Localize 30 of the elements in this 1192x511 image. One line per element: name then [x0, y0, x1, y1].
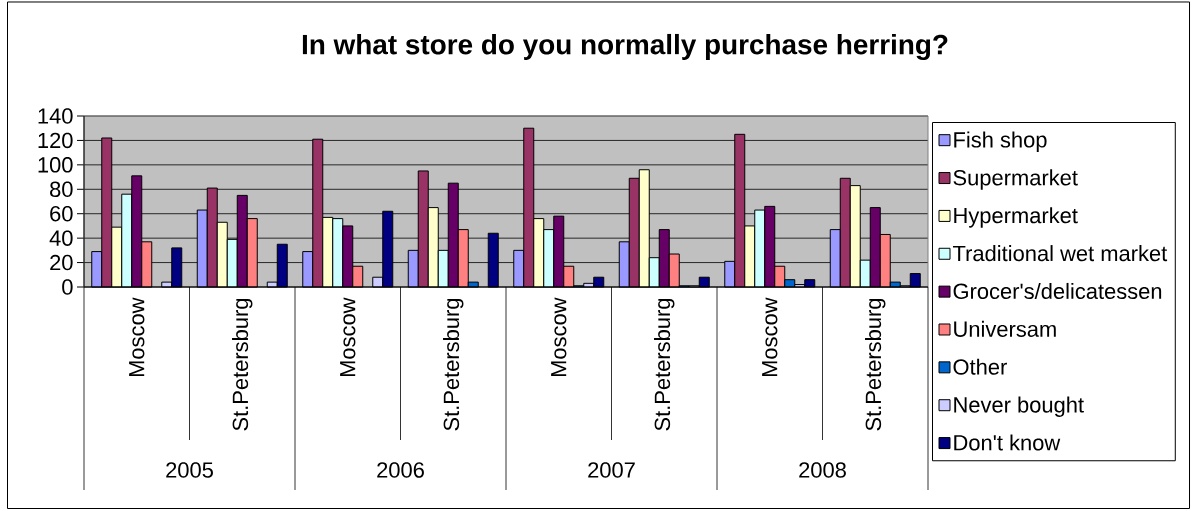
x-tick-label: St.Petersburg: [232, 298, 253, 431]
text: 2006: [377, 462, 424, 478]
legend-label: Supermarket: [953, 169, 1078, 190]
y-tick-label: 120: [38, 132, 73, 149]
legend-label: Never bought: [954, 396, 1084, 417]
x-tick-label: St.Petersburg: [865, 298, 886, 431]
legend-label: Traditional wet market: [953, 245, 1168, 262]
legend-label: Hypermarket: [954, 207, 1078, 228]
x-tick-label: St.Petersburg: [654, 298, 675, 431]
y-tick-label: 20: [50, 254, 73, 271]
y-tick-label: 60: [50, 205, 73, 222]
y-tick-label: 0: [62, 279, 73, 295]
y-tick-label: 100: [38, 157, 73, 173]
legend-label: Don't know: [954, 434, 1061, 451]
x-tick-label: Moscow: [340, 297, 356, 377]
x-tick-label: St.Petersburg: [443, 298, 464, 431]
legend-label: Universam: [954, 320, 1056, 337]
y-tick-label: 140: [38, 108, 73, 124]
x-tick-label: Moscow: [129, 297, 145, 377]
text: 2007: [588, 462, 635, 478]
y-tick-label: 40: [49, 230, 73, 246]
text: 2005: [166, 462, 213, 478]
chart-title: In what store do you normally purchase herring?: [302, 33, 948, 61]
legend-label: Fish shop: [954, 131, 1047, 152]
text: 2008: [799, 462, 846, 478]
y-tick-label: 80: [50, 181, 73, 198]
x-tick-label: Moscow: [762, 297, 778, 377]
legend-label: Other: [953, 358, 1007, 375]
legend-label: Grocer's/delicatessen: [953, 282, 1162, 300]
x-tick-label: Moscow: [551, 297, 567, 377]
